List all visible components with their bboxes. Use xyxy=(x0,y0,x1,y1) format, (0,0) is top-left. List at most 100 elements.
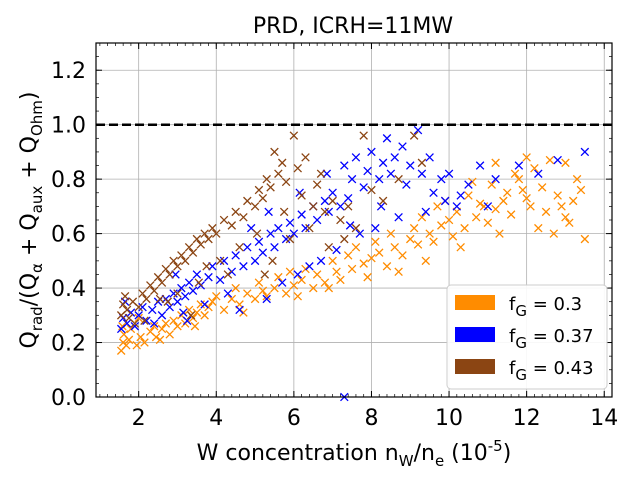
data-point-series-0 xyxy=(281,289,291,298)
data-point-series-2 xyxy=(262,174,271,184)
data-point-series-2 xyxy=(254,185,264,195)
data-point-series-1 xyxy=(312,215,322,225)
data-point-series-1 xyxy=(355,229,365,238)
data-point-series-0 xyxy=(557,202,566,211)
data-point-series-0 xyxy=(227,294,237,304)
data-point-series-0 xyxy=(390,242,399,252)
data-point-series-1 xyxy=(235,305,244,315)
data-point-series-0 xyxy=(502,188,512,198)
axis-title-text: fG = 0.37 xyxy=(509,326,594,352)
data-point-series-0 xyxy=(518,185,528,195)
data-point-series-1 xyxy=(475,161,485,170)
data-point-series-0 xyxy=(132,341,141,350)
data-point-series-2 xyxy=(194,278,204,287)
data-point-series-2 xyxy=(142,294,151,304)
data-point-series-1 xyxy=(182,316,192,326)
data-point-series-1 xyxy=(266,229,275,238)
data-point-series-0 xyxy=(549,229,559,238)
x-tick-label: 8 xyxy=(364,406,378,431)
data-point-series-2 xyxy=(223,270,233,279)
data-point-series-2 xyxy=(122,305,132,315)
data-point-series-1 xyxy=(324,207,334,217)
data-point-series-0 xyxy=(448,232,458,241)
x-tick-label: 2 xyxy=(132,406,146,431)
data-point-series-2 xyxy=(134,302,143,312)
data-point-series-0 xyxy=(289,281,299,290)
data-point-series-0 xyxy=(328,256,337,266)
data-point-series-0 xyxy=(487,180,496,189)
data-point-series-1 xyxy=(305,262,314,271)
data-point-series-0 xyxy=(495,229,504,238)
data-point-series-0 xyxy=(541,207,551,217)
data-point-series-1 xyxy=(293,270,303,279)
data-point-series-0 xyxy=(572,174,582,184)
data-point-series-0 xyxy=(219,305,229,315)
data-point-series-0 xyxy=(456,242,465,252)
data-point-series-2 xyxy=(289,131,299,140)
data-point-series-1 xyxy=(274,223,283,233)
data-point-series-2 xyxy=(297,191,306,200)
data-point-series-2 xyxy=(177,251,186,260)
data-point-series-2 xyxy=(285,234,295,244)
data-point-series-1 xyxy=(452,202,462,211)
data-point-series-0 xyxy=(173,321,182,331)
data-point-series-1 xyxy=(483,202,493,211)
data-point-series-2 xyxy=(250,202,260,211)
data-point-series-0 xyxy=(169,316,178,326)
axis-ticks: 2 4 6 8 10 12 14 0.0 0.2 0.4 0.6 0.8 1.0 1.2 xyxy=(51,42,618,431)
y-tick-label: 1.0 xyxy=(51,114,86,139)
data-point-series-0 xyxy=(522,193,531,203)
data-point-series-1 xyxy=(328,188,337,198)
data-point-series-0 xyxy=(561,158,570,168)
legend: fG = 0.3 fG = 0.37 fG = 0.43 xyxy=(446,284,608,390)
data-point-series-2 xyxy=(252,229,262,238)
data-point-series-2 xyxy=(320,207,330,217)
data-point-series-2 xyxy=(215,256,225,266)
data-point-series-0 xyxy=(565,218,574,227)
data-point-series-1 xyxy=(336,202,345,211)
data-point-series-0 xyxy=(386,229,396,238)
data-point-series-0 xyxy=(157,324,167,334)
data-point-series-2 xyxy=(161,264,171,274)
data-point-series-2 xyxy=(163,297,173,306)
data-point-series-0 xyxy=(332,267,341,276)
data-point-series-2 xyxy=(243,196,252,206)
data-point-series-2 xyxy=(186,311,196,320)
x-tick-label: 12 xyxy=(513,406,541,431)
data-point-series-0 xyxy=(122,341,131,350)
data-point-series-1 xyxy=(192,270,202,279)
data-point-series-1 xyxy=(264,207,273,217)
data-point-series-1 xyxy=(215,275,225,285)
data-point-series-0 xyxy=(514,174,524,184)
data-point-series-1 xyxy=(378,158,388,168)
data-point-series-1 xyxy=(343,193,353,203)
chart-title: PRD, ICRH=11MW xyxy=(253,14,454,39)
data-point-series-2 xyxy=(312,180,322,189)
data-point-series-1 xyxy=(580,147,590,157)
data-point-series-1 xyxy=(301,223,310,233)
data-point-series-1 xyxy=(297,210,306,219)
data-point-series-0 xyxy=(262,291,271,301)
axis-title-text: fG = 0.3 xyxy=(509,294,582,320)
data-point-series-2 xyxy=(184,242,194,252)
data-point-series-0 xyxy=(576,185,586,195)
legend-swatch xyxy=(455,359,495,374)
data-point-series-2 xyxy=(281,177,291,187)
data-point-series-2 xyxy=(173,289,182,298)
data-point-series-2 xyxy=(227,221,237,230)
data-point-series-0 xyxy=(155,335,165,345)
data-point-series-0 xyxy=(506,210,516,219)
data-point-series-2 xyxy=(258,193,268,203)
data-point-series-0 xyxy=(190,321,200,331)
data-point-series-0 xyxy=(270,283,279,293)
data-point-series-1 xyxy=(464,180,473,189)
data-point-series-2 xyxy=(378,196,388,206)
data-point-series-0 xyxy=(510,169,520,178)
data-point-series-2 xyxy=(138,289,147,298)
data-point-series-1 xyxy=(417,169,427,178)
data-points xyxy=(116,125,590,402)
data-point-series-0 xyxy=(118,321,127,331)
data-point-series-1 xyxy=(371,223,380,233)
data-point-series-1 xyxy=(440,196,450,206)
